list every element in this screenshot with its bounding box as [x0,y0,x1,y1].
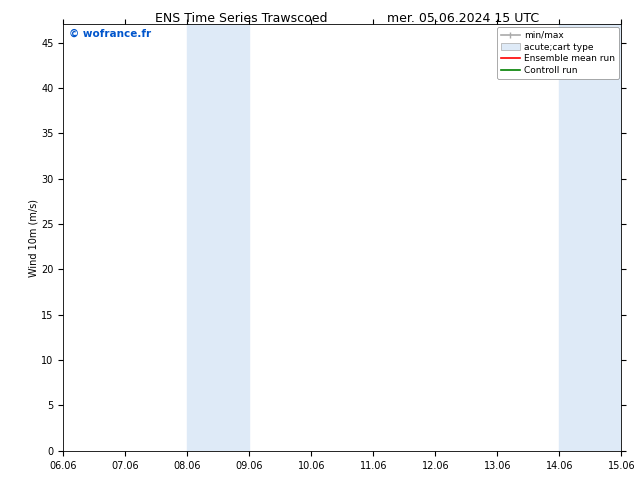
Text: © wofrance.fr: © wofrance.fr [69,29,151,39]
Text: ENS Time Series Trawscoed: ENS Time Series Trawscoed [155,12,327,25]
Y-axis label: Wind 10m (m/s): Wind 10m (m/s) [29,198,39,277]
Legend: min/max, acute;cart type, Ensemble mean run, Controll run: min/max, acute;cart type, Ensemble mean … [497,27,619,78]
Bar [559,24,621,451]
Text: mer. 05.06.2024 15 UTC: mer. 05.06.2024 15 UTC [387,12,539,25]
Bar [188,24,249,451]
